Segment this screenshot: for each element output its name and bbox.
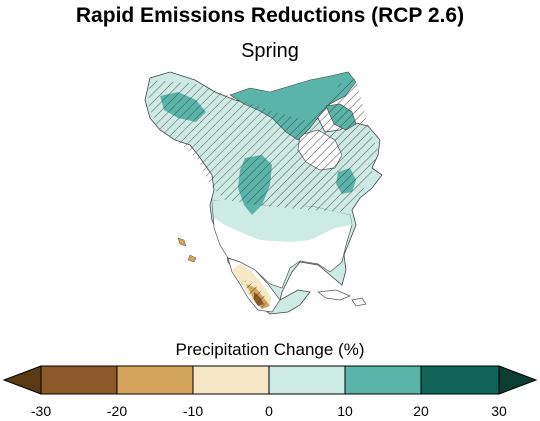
colorbar-bin-minus-30-to-minus-20 <box>40 365 118 395</box>
colorbar-tick-label: 30 <box>491 403 507 419</box>
chart-title: Rapid Emissions Reductions (RCP 2.6) <box>75 4 465 27</box>
colorbar <box>2 365 538 395</box>
region-northern-us-increase <box>212 200 352 242</box>
colorbar-bin-20-to-30 <box>420 365 500 395</box>
hawaii <box>177 237 197 263</box>
colorbar-bin-minus-10-to-0 <box>192 365 270 395</box>
colorbar-bin-below-minus-30 <box>2 365 42 395</box>
hatching-north <box>148 78 378 212</box>
colorbar-bin-10-to-20 <box>344 365 422 395</box>
colorbar-tick-label: 0 <box>265 403 273 419</box>
season-subtitle: Spring <box>241 40 299 62</box>
colorbar-bin-minus-20-to-minus-10 <box>116 365 194 395</box>
legend-title: Precipitation Change (%) <box>175 340 365 359</box>
colorbar-tick-label: -20 <box>106 403 128 419</box>
colorbar-tick-label: -10 <box>182 403 204 419</box>
colorbar-bin-above-30 <box>498 365 538 395</box>
caribbean-island-east <box>351 297 367 307</box>
colorbar-tick-label: 10 <box>337 403 353 419</box>
colorbar-tick-label: 20 <box>413 403 429 419</box>
north-america-map <box>144 71 383 315</box>
hatching-mexico <box>244 280 268 308</box>
colorbar-bin-0-to-10 <box>268 365 346 395</box>
colorbar-tick-label: -30 <box>30 403 52 419</box>
caribbean-islands <box>317 289 351 301</box>
